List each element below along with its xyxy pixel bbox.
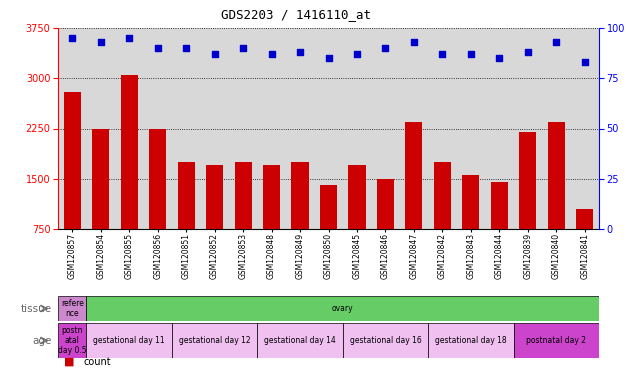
Bar (405, 122, 422, 229)
Bar (206, 166, 223, 229)
Text: count: count (83, 357, 112, 367)
Bar (87, 323, 172, 358)
Point (323, 55, 333, 61)
Bar (576, 209, 594, 229)
Point (522, 49, 533, 55)
Bar (343, 323, 428, 358)
Point (494, 55, 504, 61)
Point (238, 45, 248, 51)
Bar (428, 323, 513, 358)
Text: age: age (32, 336, 51, 346)
Bar (172, 323, 257, 358)
Text: tissue: tissue (21, 303, 51, 313)
Bar (235, 162, 252, 229)
Point (380, 45, 390, 51)
Bar (92, 129, 109, 229)
Bar (257, 323, 343, 358)
Text: refere
nce: refere nce (61, 299, 84, 318)
Point (96, 39, 106, 45)
Bar (320, 185, 337, 229)
Text: gestational day 12: gestational day 12 (179, 336, 251, 345)
Text: gestational day 18: gestational day 18 (435, 336, 506, 345)
Bar (292, 162, 308, 229)
Point (352, 51, 362, 57)
Bar (513, 323, 599, 358)
Text: ■: ■ (64, 357, 75, 367)
Bar (519, 132, 537, 229)
Bar (58, 323, 87, 358)
Point (409, 39, 419, 45)
Point (267, 51, 277, 57)
Bar (58, 296, 87, 321)
Bar (149, 129, 166, 229)
Text: ovary: ovary (332, 304, 354, 313)
Bar (434, 162, 451, 229)
Point (153, 45, 163, 51)
Bar (349, 166, 365, 229)
Point (181, 45, 191, 51)
Text: gestational day 16: gestational day 16 (349, 336, 421, 345)
Point (295, 49, 305, 55)
Bar (178, 162, 195, 229)
Point (210, 51, 220, 57)
Bar (121, 75, 138, 229)
Bar (63, 92, 81, 229)
Bar (491, 182, 508, 229)
Point (124, 35, 135, 41)
Point (579, 59, 590, 65)
Text: gestational day 11: gestational day 11 (94, 336, 165, 345)
Point (437, 51, 447, 57)
Point (67, 35, 78, 41)
Text: postnatal day 2: postnatal day 2 (526, 336, 587, 345)
Point (466, 51, 476, 57)
Text: GDS2203 / 1416110_at: GDS2203 / 1416110_at (221, 8, 371, 21)
Bar (263, 166, 280, 229)
Bar (548, 122, 565, 229)
Point (551, 39, 562, 45)
Text: gestational day 14: gestational day 14 (264, 336, 336, 345)
Text: postn
atal
day 0.5: postn atal day 0.5 (58, 326, 87, 356)
Bar (462, 175, 479, 229)
Bar (377, 179, 394, 229)
